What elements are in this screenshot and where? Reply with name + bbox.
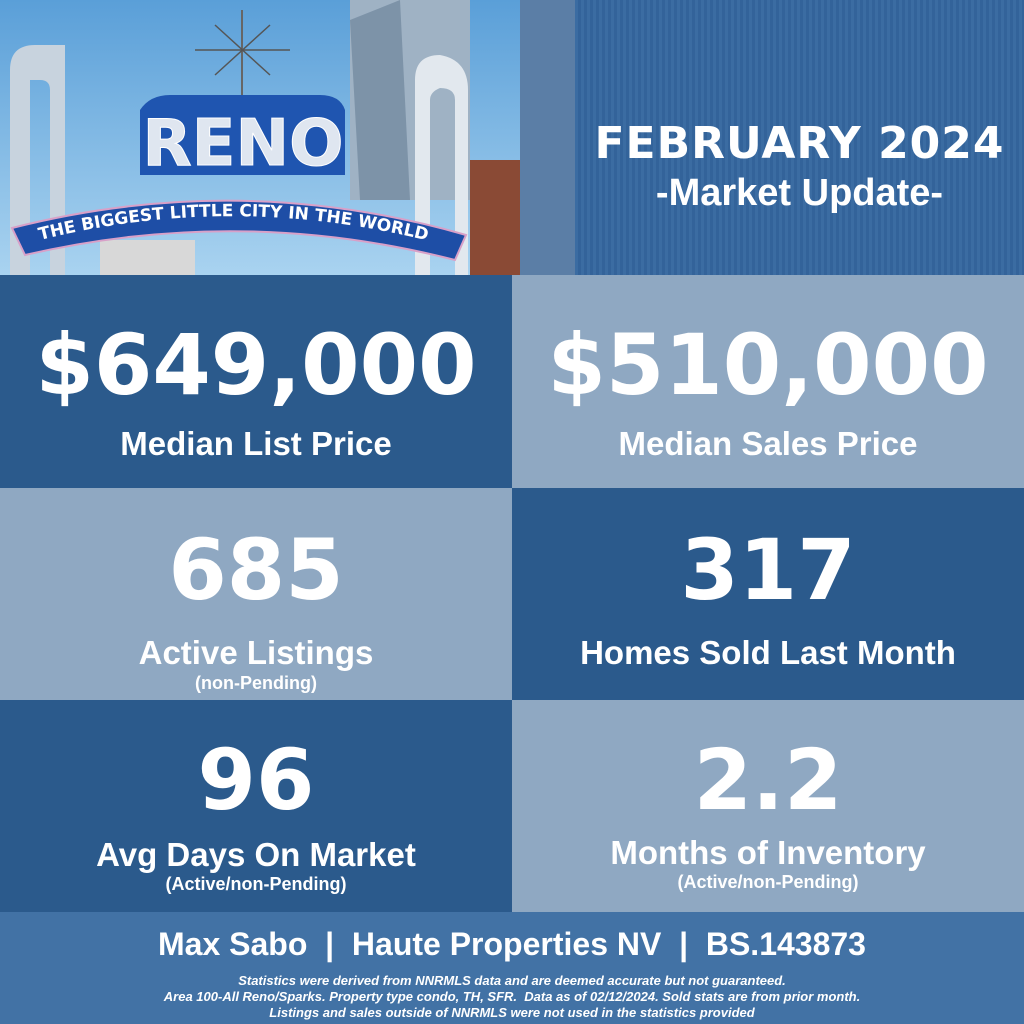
- disclaimer-line: Listings and sales outside of NNRMLS wer…: [269, 1005, 755, 1020]
- reno-arch-photo: RENO THE BIGGEST LITTLE CITY IN THE WORL…: [0, 0, 575, 275]
- title-panel: FEBRUARY 2024 -Market Update-: [575, 0, 1024, 275]
- stat-value: $649,000: [35, 316, 477, 414]
- header: RENO THE BIGGEST LITTLE CITY IN THE WORL…: [0, 0, 1024, 275]
- sign-text: RENO: [143, 107, 344, 181]
- stat-months-of-inventory: 2.2 Months of Inventory (Active/non-Pend…: [512, 700, 1024, 912]
- disclaimer-line: Area 100-All Reno/Sparks. Property type …: [163, 989, 861, 1004]
- stat-homes-sold: 317 Homes Sold Last Month: [512, 488, 1024, 700]
- stat-avg-days-on-market: 96 Avg Days On Market (Active/non-Pendin…: [0, 700, 512, 912]
- stat-label: Active Listings: [138, 634, 374, 671]
- stat-value: 2.2: [693, 731, 843, 829]
- footer: Max Sabo | Haute Properties NV | BS.1438…: [0, 912, 1024, 1024]
- stat-median-list-price: $649,000 Median List Price: [0, 275, 512, 488]
- stat-value: 317: [680, 521, 856, 619]
- stat-note: (non-Pending): [195, 673, 317, 693]
- agent-line: Max Sabo | Haute Properties NV | BS.1438…: [158, 926, 866, 962]
- stat-value: 96: [197, 731, 315, 829]
- stat-label: Homes Sold Last Month: [580, 634, 956, 671]
- stat-active-listings: 685 Active Listings (non-Pending): [0, 488, 512, 700]
- stat-note: (Active/non-Pending): [677, 872, 859, 892]
- stat-label: Avg Days On Market: [96, 836, 416, 873]
- stat-label: Months of Inventory: [610, 834, 926, 871]
- stat-note: (Active/non-Pending): [165, 874, 347, 894]
- stat-median-sales-price: $510,000 Median Sales Price: [512, 275, 1024, 488]
- report-subtitle: -Market Update-: [655, 172, 944, 214]
- stat-value: $510,000: [547, 316, 989, 414]
- disclaimer-line: Statistics were derived from NNRMLS data…: [238, 973, 786, 988]
- stat-value: 685: [168, 521, 344, 619]
- report-title: FEBRUARY 2024: [594, 118, 1005, 169]
- stat-label: Median List Price: [120, 425, 392, 462]
- stat-label: Median Sales Price: [618, 425, 918, 462]
